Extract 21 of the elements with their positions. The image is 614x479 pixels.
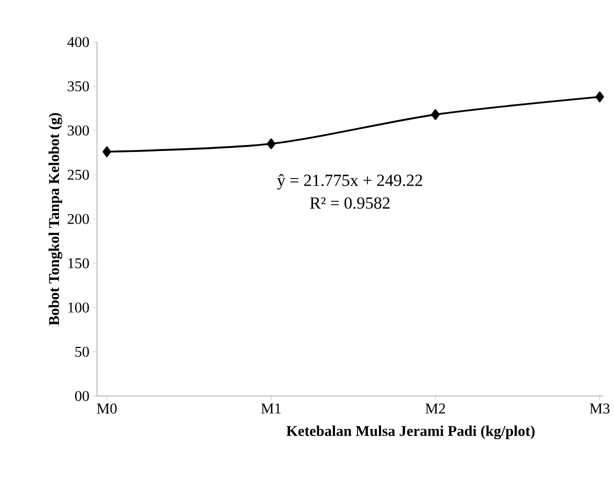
y-tick-label: 300 [68,125,89,136]
x-tick-label: M3 [590,404,610,414]
point [431,109,440,120]
x-axis-title: Ketebalan Mulsa Jerami Padi (kg/plot) [286,426,535,440]
y-tick-label: 150 [68,258,89,268]
y-tick-label: 100 [68,302,89,313]
y-tick-label: 250 [68,170,89,180]
y-tick-label: 00 [75,390,89,402]
x-tick-label: M2 [425,404,445,414]
y-tick-label: 400 [67,36,89,48]
annotation: R² = 0.9582 [310,197,390,209]
x-tick-label: M0 [96,404,117,414]
y-tick-label: 200 [68,214,89,224]
y-axis-title: Bobot Tongkol Tanpa Kelobot (g) [48,113,62,326]
y-tick-label: 50 [75,346,89,357]
annotation: ŷ = 21.775x + 249.22 [277,174,422,190]
point [595,91,604,102]
x-tick-label: M1 [261,404,281,414]
point [102,146,112,158]
y-tick-label: 350 [68,81,89,92]
point [266,138,276,150]
